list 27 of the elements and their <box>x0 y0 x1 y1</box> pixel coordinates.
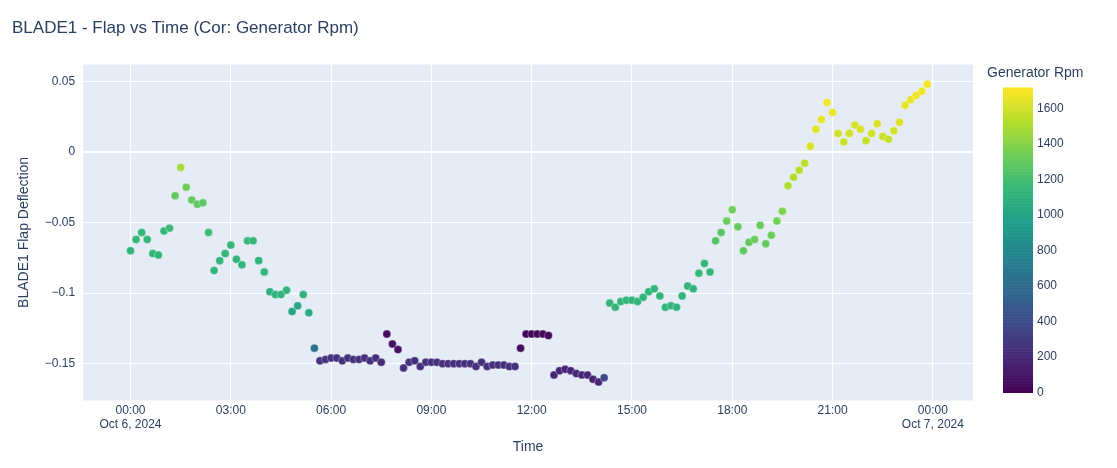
x-axis-title: Time <box>512 438 544 455</box>
color-bar-label: 600 <box>1037 278 1058 293</box>
color-bar-label: 1600 <box>1037 100 1065 115</box>
y-tick-label: 0.05 <box>51 73 76 88</box>
y-axis-title: BLADE1 Flap Deflection <box>15 156 32 308</box>
x-tick-label: 00:00 Oct 7, 2024 <box>901 402 965 432</box>
color-bar-label: 1400 <box>1037 136 1065 151</box>
color-bar-label: 200 <box>1037 349 1058 364</box>
color-bar-label: 400 <box>1037 313 1058 328</box>
chart-title: BLADE1 - Flap vs Time (Cor: Generator Rpm) <box>12 17 359 37</box>
x-tick-label: 12:00 <box>516 402 548 417</box>
x-tick-label: 21:00 <box>817 402 848 417</box>
x-tick-label: 03:00 <box>215 402 247 417</box>
x-tick-label: 18:00 <box>717 402 748 417</box>
color-bar-label: 1000 <box>1037 207 1065 222</box>
color-bar-label: 800 <box>1037 242 1058 257</box>
y-tick-label: 0 <box>68 144 76 159</box>
x-tick-label: 00:00 Oct 6, 2024 <box>99 402 162 432</box>
color-bar-title: Generator Rpm <box>987 64 1084 81</box>
x-tick-label: 06:00 <box>316 402 347 417</box>
x-tick-label: 15:00 <box>616 402 648 417</box>
color-bar-label: 0 <box>1037 384 1044 399</box>
y-tick-label: −0.15 <box>44 356 76 371</box>
x-tick-label: 09:00 <box>416 402 447 417</box>
color-bar-label: 1200 <box>1037 171 1065 186</box>
y-tick-label: −0.05 <box>44 214 76 229</box>
y-tick-label: −0.1 <box>51 285 76 300</box>
